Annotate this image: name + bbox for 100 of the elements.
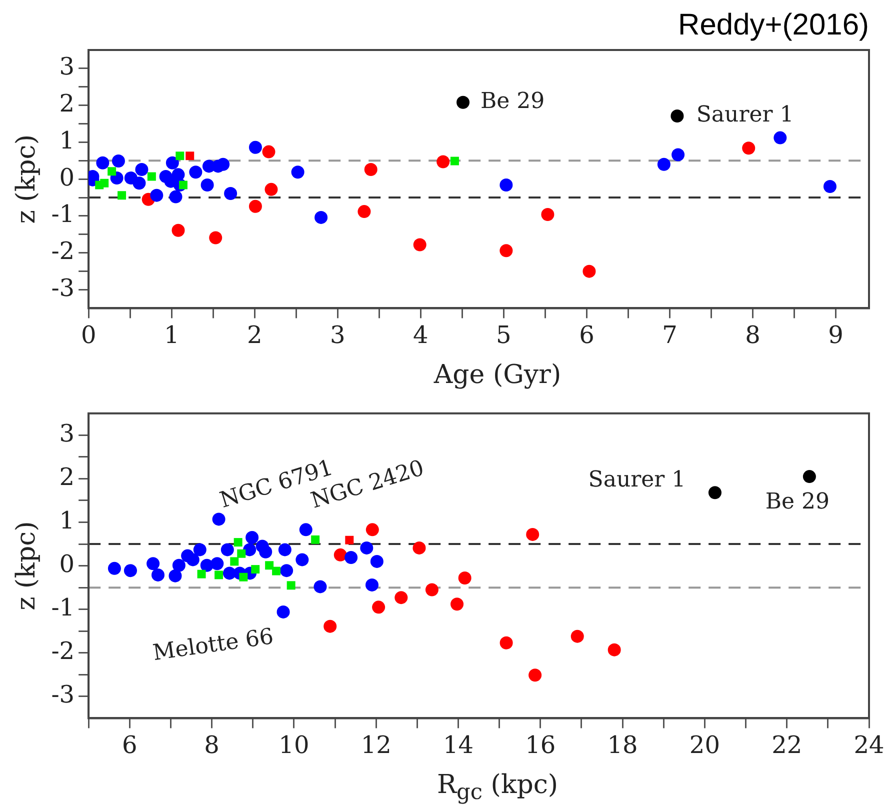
point	[135, 163, 148, 176]
x-tick-label: 16	[525, 730, 556, 759]
point	[311, 535, 320, 544]
annotation: Saurer 1	[588, 467, 686, 492]
point	[248, 140, 262, 154]
x-tick-label: 14	[442, 730, 474, 759]
point	[251, 565, 260, 574]
y-tick-label: 1	[59, 126, 75, 154]
point	[425, 583, 438, 596]
point	[243, 543, 256, 556]
point	[237, 549, 246, 558]
point	[570, 630, 584, 643]
point	[214, 570, 224, 580]
x-tick-label: 8	[204, 730, 220, 759]
point	[212, 512, 226, 526]
point	[450, 598, 464, 611]
x-tick-label: 5	[496, 320, 512, 349]
point	[248, 200, 262, 213]
point	[314, 580, 327, 594]
point	[200, 178, 214, 192]
point	[450, 156, 459, 166]
x-tick-label: 0	[80, 320, 96, 349]
y-tick-label: -1	[51, 200, 75, 228]
point	[172, 224, 185, 237]
point	[224, 186, 238, 200]
point	[186, 553, 200, 566]
point	[278, 543, 292, 556]
point	[314, 210, 328, 224]
x-tick-label: 1	[164, 320, 180, 349]
point	[132, 176, 146, 190]
point	[276, 605, 290, 618]
y-tick-label: 2	[59, 90, 75, 118]
point	[146, 557, 160, 570]
y-tick-label: 0	[59, 163, 75, 192]
point	[823, 180, 836, 193]
point	[264, 182, 278, 196]
annotation: Be 29	[765, 489, 830, 514]
annotation: Melotte 66	[151, 624, 276, 666]
point	[172, 168, 185, 182]
y-tick-label: 2	[59, 462, 75, 491]
y-tick-label: -3	[51, 680, 75, 709]
point	[124, 564, 137, 578]
point	[774, 131, 787, 144]
point	[334, 548, 347, 562]
point	[150, 188, 164, 202]
point	[370, 554, 384, 568]
y-tick-label: -2	[51, 237, 75, 266]
x-tick-label: 2	[246, 320, 262, 349]
point	[345, 536, 354, 544]
x-tick-label: 7	[662, 320, 678, 349]
x-tick-label: 20	[689, 730, 720, 759]
point	[458, 571, 472, 584]
point	[210, 557, 224, 570]
point	[112, 154, 125, 168]
point	[526, 528, 540, 541]
point	[286, 581, 296, 590]
point	[672, 148, 685, 162]
y-axis-title: z (kpc)	[11, 521, 42, 610]
point	[291, 166, 304, 179]
point	[259, 545, 272, 558]
point	[265, 561, 274, 570]
point	[197, 570, 206, 578]
point	[436, 155, 450, 168]
point	[118, 191, 126, 200]
x-tick-label: 4	[413, 320, 428, 349]
point	[412, 541, 426, 554]
chart-title: Reddy+(2016)	[678, 8, 869, 42]
point	[358, 205, 371, 218]
point	[372, 600, 386, 614]
x-axis-title: R$_{gc}$ (kpc)	[436, 769, 560, 806]
x-tick-label: 3	[330, 320, 346, 349]
point	[360, 541, 374, 554]
y-tick-label: -2	[51, 637, 75, 666]
point	[608, 643, 621, 656]
point	[296, 553, 309, 566]
point	[193, 543, 206, 556]
point	[742, 142, 756, 155]
x-tick-label: 6	[122, 730, 138, 759]
x-axis-title: Age (Gyr)	[432, 359, 562, 392]
y-tick-label: -1	[51, 594, 75, 622]
annotation: Saurer 1	[696, 102, 794, 128]
point	[172, 558, 186, 572]
point	[528, 668, 542, 682]
x-tick-label: 6	[579, 320, 594, 349]
x-tick-label: 8	[745, 320, 760, 349]
point	[500, 178, 513, 192]
point	[366, 523, 379, 536]
point	[151, 568, 164, 582]
point	[324, 620, 337, 633]
point	[541, 208, 554, 222]
point	[657, 158, 670, 171]
point	[500, 244, 513, 258]
x-tick-label: 18	[607, 730, 638, 759]
point	[246, 530, 259, 544]
y-tick-label: 3	[59, 419, 75, 448]
point	[186, 152, 194, 160]
y-tick-label: 3	[59, 52, 75, 81]
point	[262, 145, 276, 158]
annotation: Be 29	[480, 89, 545, 114]
x-tick-label: 12	[360, 730, 392, 759]
